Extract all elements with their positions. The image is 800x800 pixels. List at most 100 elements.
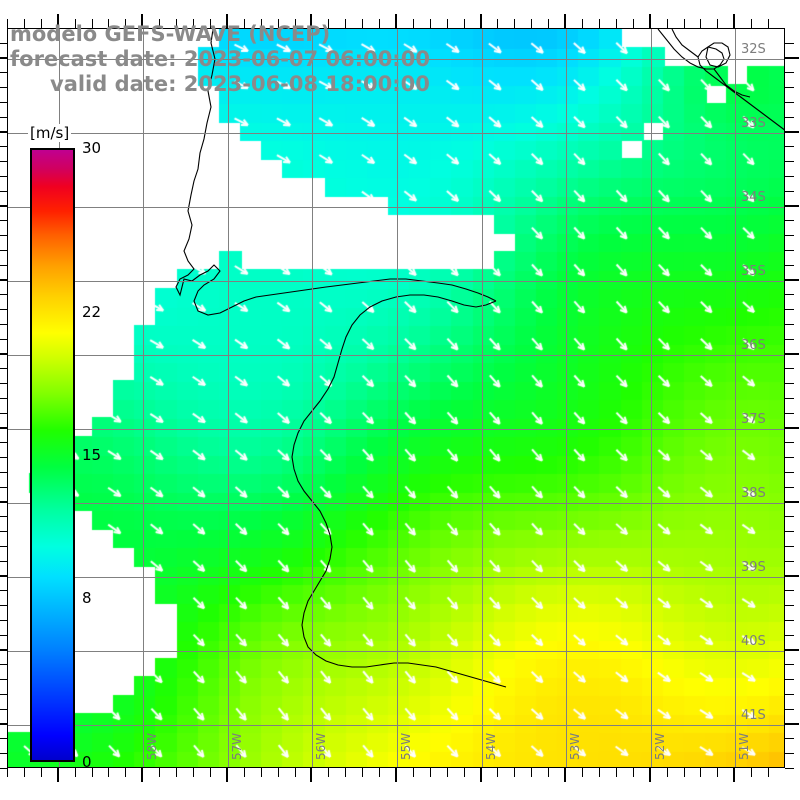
tick-bottom bbox=[193, 768, 194, 777]
tick-bottom bbox=[531, 768, 532, 777]
map-plot-area[interactable] bbox=[7, 28, 785, 768]
lon-label-57W: 57W bbox=[229, 732, 244, 760]
tick-left bbox=[0, 146, 7, 147]
major-tick-bottom-57W bbox=[226, 768, 228, 782]
major-tick-left-33S bbox=[0, 131, 7, 133]
tick-left bbox=[0, 294, 7, 295]
tick-top bbox=[210, 19, 211, 28]
tick-bottom bbox=[413, 768, 414, 777]
tick-right bbox=[785, 146, 794, 147]
tick-bottom bbox=[464, 768, 465, 777]
major-tick-bottom-58W bbox=[141, 768, 143, 782]
tick-bottom bbox=[159, 768, 160, 777]
gridline-lat-37S bbox=[8, 429, 784, 430]
tick-top bbox=[244, 19, 245, 28]
tick-right bbox=[785, 457, 794, 458]
tick-left bbox=[0, 339, 7, 340]
colorbar-tick-30: 30 bbox=[82, 139, 102, 157]
tick-right bbox=[785, 72, 794, 73]
tick-right bbox=[785, 472, 794, 473]
tick-right bbox=[785, 709, 794, 710]
tick-bottom bbox=[244, 768, 245, 777]
colorbar: [m/s] 30 22 15 8 0 bbox=[28, 124, 101, 771]
tick-top bbox=[514, 19, 515, 28]
major-tick-left-37S bbox=[0, 427, 7, 429]
tick-right bbox=[785, 620, 794, 621]
lat-label-39S: 39S bbox=[741, 559, 766, 575]
tick-top bbox=[75, 19, 76, 28]
tick-right bbox=[785, 679, 794, 680]
tick-right bbox=[785, 516, 794, 517]
colorbar-tick-8: 8 bbox=[82, 589, 92, 608]
lat-label-40S: 40S bbox=[741, 633, 766, 649]
tick-top bbox=[7, 19, 8, 28]
major-tick-bottom-52W bbox=[649, 768, 651, 782]
tick-right bbox=[785, 309, 794, 310]
colorbar-unit-label: [m/s] bbox=[28, 124, 72, 142]
tick-bottom bbox=[108, 768, 109, 777]
major-tick-right-33S bbox=[785, 131, 799, 133]
tick-bottom bbox=[278, 768, 279, 777]
tick-top bbox=[24, 19, 25, 28]
tick-bottom bbox=[295, 768, 296, 777]
tick-left bbox=[0, 709, 7, 710]
major-tick-bottom-51W bbox=[733, 768, 735, 782]
tick-left bbox=[0, 605, 7, 606]
tick-top bbox=[667, 19, 668, 28]
lat-label-38S: 38S bbox=[741, 485, 766, 501]
lon-label-58W: 58W bbox=[145, 732, 160, 760]
gridline-lat-39S bbox=[8, 577, 784, 578]
tick-bottom bbox=[667, 768, 668, 777]
lat-label-32S: 32S bbox=[741, 41, 766, 57]
tick-left bbox=[0, 561, 7, 562]
tick-bottom bbox=[751, 768, 752, 777]
colorbar-tick-22: 22 bbox=[82, 302, 102, 321]
gridline-lat-36S bbox=[8, 355, 784, 356]
tick-right bbox=[785, 694, 794, 695]
tick-right bbox=[785, 43, 794, 44]
tick-top bbox=[345, 19, 346, 28]
colorbar-tick-15: 15 bbox=[82, 446, 102, 464]
tick-top bbox=[295, 19, 296, 28]
gridline-lat-41S bbox=[8, 725, 784, 726]
gridline-lon-52W bbox=[651, 29, 652, 767]
tick-right bbox=[785, 176, 794, 177]
tick-left bbox=[0, 738, 7, 739]
major-tick-bottom-53W bbox=[564, 768, 566, 782]
tick-right bbox=[785, 768, 794, 769]
gridline-lat-34S bbox=[8, 207, 784, 208]
tick-right bbox=[785, 605, 794, 606]
gridline-lat-38S bbox=[8, 503, 784, 504]
tick-left bbox=[0, 472, 7, 473]
major-tick-bottom-59W bbox=[57, 768, 59, 782]
tick-top bbox=[413, 19, 414, 28]
tick-bottom bbox=[92, 768, 93, 777]
tick-bottom bbox=[261, 768, 262, 777]
tick-left bbox=[0, 176, 7, 177]
major-tick-left-34S bbox=[0, 205, 7, 207]
tick-right bbox=[785, 220, 794, 221]
tick-top bbox=[599, 19, 600, 28]
tick-bottom bbox=[125, 768, 126, 777]
lon-label-52W: 52W bbox=[652, 732, 667, 760]
tick-left bbox=[0, 664, 7, 665]
tick-left bbox=[0, 191, 7, 192]
gridline-lon-55W bbox=[397, 29, 398, 767]
tick-top bbox=[684, 19, 685, 28]
tick-bottom bbox=[41, 768, 42, 777]
tick-bottom bbox=[548, 768, 549, 777]
lat-label-37S: 37S bbox=[741, 411, 766, 427]
lat-label-41S: 41S bbox=[741, 707, 766, 723]
major-tick-right-39S bbox=[785, 575, 799, 577]
tick-left bbox=[0, 398, 7, 399]
tick-right bbox=[785, 339, 794, 340]
major-tick-top-54W bbox=[480, 14, 482, 28]
major-tick-top-57W bbox=[226, 14, 228, 28]
tick-bottom bbox=[497, 768, 498, 777]
major-tick-left-40S bbox=[0, 649, 7, 651]
tick-left bbox=[0, 117, 7, 118]
major-tick-top-56W bbox=[310, 14, 312, 28]
tick-bottom bbox=[379, 768, 380, 777]
tick-right bbox=[785, 664, 794, 665]
tick-right bbox=[785, 442, 794, 443]
